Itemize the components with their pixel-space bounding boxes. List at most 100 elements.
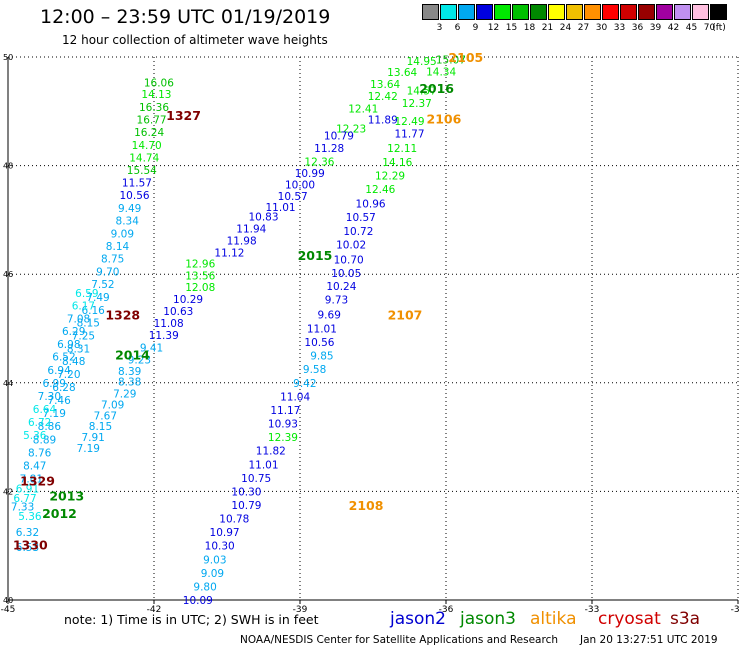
wave-height-value: 10.56 <box>120 190 150 202</box>
wave-height-value: 12.36 <box>304 156 334 168</box>
wave-height-value: 9.70 <box>96 266 119 278</box>
pass-time-label: 2013 <box>49 489 84 504</box>
wave-height-value: 10.97 <box>210 527 240 539</box>
wave-height-value: 7.29 <box>113 389 136 401</box>
wave-height-value: 6.72 <box>28 417 51 429</box>
pass-time-label: 2014 <box>115 348 150 363</box>
wave-height-value: 7.52 <box>91 279 114 291</box>
satellite-jason3: jason3 <box>460 609 516 629</box>
satellite-jason2: jason2 <box>390 609 446 629</box>
scale-swatch <box>422 4 439 20</box>
y-tick-label: 48 <box>3 162 13 171</box>
wave-height-value: 15.07 <box>436 55 466 67</box>
wave-height-value: 14.13 <box>141 89 171 101</box>
wave-height-value: 8.75 <box>101 253 124 265</box>
wave-height-value: 12.08 <box>185 282 215 294</box>
wave-height-value: 7.19 <box>77 443 100 455</box>
satellite-altika: altika <box>530 609 577 629</box>
wave-height-value: 12.41 <box>348 104 378 116</box>
wave-height-value: 16.24 <box>134 127 164 139</box>
footer-note: note: 1) Time is in UTC; 2) SWH is in fe… <box>64 612 319 627</box>
scale-swatch <box>638 4 655 20</box>
scale-swatch <box>674 4 691 20</box>
wave-height-value: 9.09 <box>201 568 224 580</box>
wave-height-value: 16.06 <box>144 78 174 90</box>
x-tick-label: -39 <box>293 605 308 615</box>
wave-height-value: 10.02 <box>336 239 366 251</box>
wave-height-value: 14.70 <box>132 140 162 152</box>
wave-height-value: 8.14 <box>106 241 130 253</box>
wave-height-value: 14.16 <box>382 157 412 169</box>
wave-height-value: 10.30 <box>205 541 235 553</box>
wave-height-value: 7.49 <box>86 292 109 304</box>
wave-height-value: 11.01 <box>248 459 278 471</box>
pass-time-label: 2105 <box>448 50 483 65</box>
scale-label: 6 <box>454 23 461 33</box>
scale-swatch <box>620 4 637 20</box>
wave-height-value: 8.89 <box>33 434 56 446</box>
pass-time-label: 1330 <box>13 538 48 553</box>
wave-height-value: 11.98 <box>227 236 257 248</box>
wave-height-value: 9.42 <box>293 378 316 390</box>
wave-height-value: 7.91 <box>81 432 104 444</box>
wave-height-value: 6.99 <box>43 378 66 390</box>
scale-swatch <box>602 4 619 20</box>
wave-height-value: 14.34 <box>426 67 456 79</box>
wave-height-value: 8.39 <box>118 366 141 378</box>
scale-swatch <box>566 4 583 20</box>
wave-height-value: 9.09 <box>111 228 134 240</box>
scale-label: 15 <box>505 23 518 33</box>
wave-height-value: 7.25 <box>72 331 95 343</box>
scale-swatch <box>692 4 709 20</box>
scale-swatch <box>530 4 547 20</box>
wave-height-value: 5.36 <box>18 511 42 523</box>
satellite-cryosat: cryosat <box>598 609 661 629</box>
wave-height-value: 8.15 <box>89 421 112 433</box>
wave-height-value: 10.78 <box>219 514 249 526</box>
wave-height-value: 7.09 <box>101 400 124 412</box>
wave-height-value: 8.31 <box>67 344 90 356</box>
scale-swatch <box>458 4 475 20</box>
wave-height-value: 6.91 <box>16 484 39 496</box>
scale-label: 12 <box>487 23 500 33</box>
wave-height-value: 8.34 <box>116 215 140 227</box>
wave-height-value: 7.19 <box>43 408 66 420</box>
satellite-s3a: s3a <box>670 609 701 629</box>
wave-height-value: 9.58 <box>303 364 326 376</box>
wave-height-value: 6.64 <box>33 404 57 416</box>
pass-time-label: 2107 <box>388 307 423 322</box>
scale-swatch <box>656 4 673 20</box>
wave-height-value: 11.28 <box>314 143 344 155</box>
wave-height-value: 13.64 <box>370 79 400 91</box>
wave-height-value: 11.82 <box>256 446 286 458</box>
x-tick-label: -45 <box>1 605 16 615</box>
wave-height-value: 10.75 <box>241 473 271 485</box>
wave-height-value: 12.29 <box>375 170 405 182</box>
scale-label: 36 <box>631 23 644 33</box>
wave-height-value: 7.08 <box>67 314 90 326</box>
wave-height-value: 16.36 <box>139 102 169 114</box>
wave-height-value: 11.39 <box>149 330 179 342</box>
wave-height-value: 14.95 <box>407 56 437 68</box>
scale-swatch <box>494 4 511 20</box>
wave-height-value: 10.24 <box>326 281 356 293</box>
generated-date: Jan 20 13:27:51 UTC 2019 <box>580 634 718 646</box>
wave-height-value: 12.46 <box>365 184 395 196</box>
wave-height-value: 11.17 <box>270 405 300 417</box>
wave-height-value: 11.12 <box>214 247 244 259</box>
wave-height-value: 8.38 <box>118 377 141 389</box>
pass-time-label: 2106 <box>427 111 462 126</box>
wave-height-value: 12.39 <box>268 432 298 444</box>
wave-height-value: 10.79 <box>231 500 261 512</box>
wave-height-value: 12.96 <box>185 258 215 270</box>
scale-swatch <box>710 4 727 20</box>
wave-height-value: 6.17 <box>72 301 95 313</box>
wave-height-value: 9.85 <box>310 351 333 363</box>
pass-time-label: 1329 <box>20 474 55 489</box>
wave-height-value: 12.23 <box>336 124 366 136</box>
scale-label: 30 <box>595 23 608 33</box>
wave-height-value: 10.79 <box>324 131 354 143</box>
wave-height-value: 6.52 <box>52 352 75 364</box>
wave-height-value: 6.77 <box>13 493 36 505</box>
